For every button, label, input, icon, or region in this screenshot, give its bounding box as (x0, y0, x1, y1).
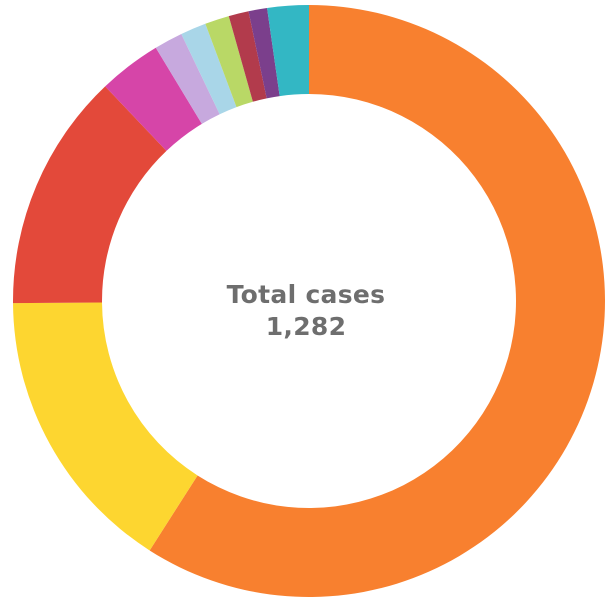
donut-slice-10 (267, 5, 309, 97)
donut-slice-9 (248, 7, 280, 99)
donut-slice-7 (205, 16, 253, 108)
donut-slice-3 (13, 86, 167, 304)
donut-slice-5 (155, 33, 220, 124)
total-cases-value: 1,282 (265, 312, 347, 341)
donut-slice-8 (228, 11, 267, 102)
donut-slice-1 (149, 5, 605, 597)
donut-slice-4 (105, 47, 202, 151)
donut-slice-2 (13, 302, 198, 551)
center-title: Total cases (226, 280, 386, 309)
donut-slice-6 (181, 23, 237, 115)
